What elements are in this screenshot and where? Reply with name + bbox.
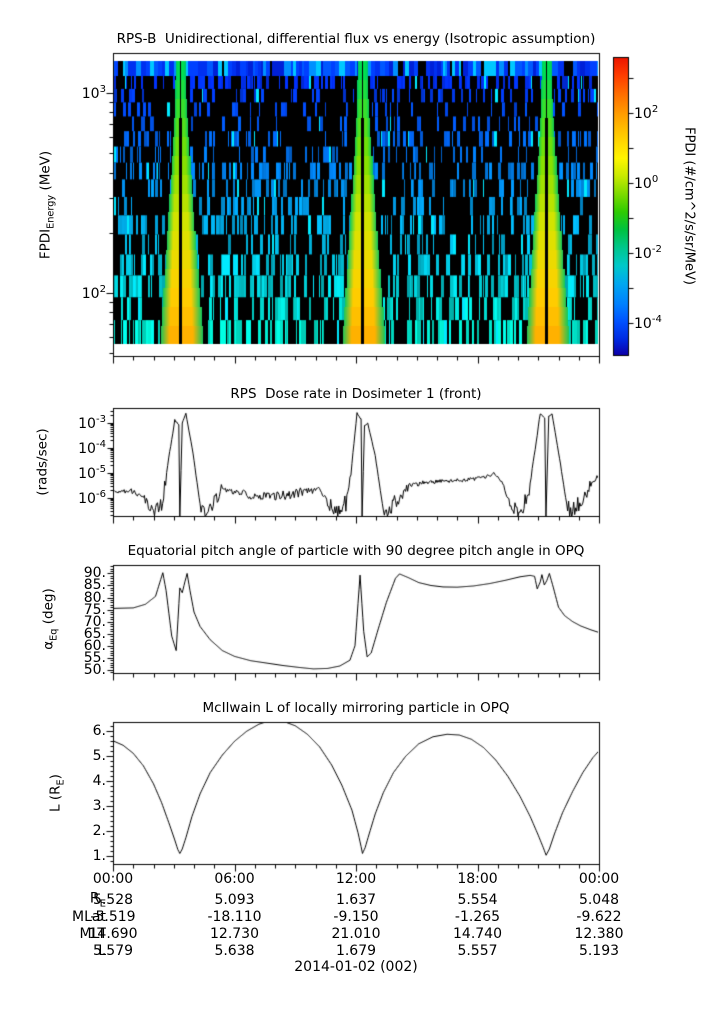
- ephemeris-row-label: MLat: [72, 909, 106, 925]
- ephemeris-value: 5.557: [457, 943, 498, 959]
- time-tick-label: 06:00: [214, 871, 255, 887]
- doserate-tick-label: 10-4: [78, 439, 106, 457]
- ephemeris-value: 14.690: [88, 926, 138, 942]
- pitchangle-tick-label: 65.: [83, 625, 106, 642]
- ephemeris-value: 5.193: [578, 943, 620, 959]
- colorbar-tick-label: 10-4: [634, 314, 662, 333]
- panel1-title: RPS-B Unidirectional, differential flux …: [116, 31, 596, 47]
- ephemeris-value: -9.622: [576, 909, 622, 925]
- ephemeris-value: 12.730: [210, 926, 259, 942]
- ephemeris-value: 14.740: [453, 926, 502, 942]
- ephemeris-value: 5.554: [457, 892, 498, 908]
- pitchangle-tick-label: 50.: [83, 661, 106, 678]
- ephemeris-value: -1.265: [454, 909, 501, 925]
- lshell-tick-label: 1.: [92, 848, 106, 865]
- panel3-title: Equatorial pitch angle of particle with …: [127, 543, 585, 559]
- lshell-tick-label: 4.: [92, 773, 106, 790]
- ephemeris-row-label: RE: [89, 890, 106, 910]
- lshell-tick-label: 2.: [92, 823, 106, 840]
- ephemeris-value: 1.679: [335, 943, 377, 959]
- date-label: 2014-01-02 (002): [294, 959, 418, 975]
- time-tick-label: 00:00: [578, 871, 620, 887]
- time-tick-label: 12:00: [335, 871, 377, 887]
- pitchangle-tick-label: 85.: [83, 577, 106, 594]
- pitchangle-tick-label: 60.: [83, 637, 106, 654]
- panel1-y-axis-label: FPDIEnergy (MeV): [37, 150, 57, 260]
- panel3-y-axis-label: αEq (deg): [40, 588, 60, 650]
- pitchangle-tick-label: 80.: [83, 589, 106, 606]
- ephemeris-value: 5.528: [92, 892, 134, 908]
- doserate-tick-label: 10-6: [78, 489, 106, 507]
- ephemeris-value: -5.519: [90, 909, 136, 925]
- ephemeris-row-label: MLT: [79, 926, 106, 942]
- ephemeris-value: -18.110: [207, 909, 262, 925]
- panel4-y-axis-label: L (RE): [47, 774, 67, 812]
- colorbar-tick-label: 102: [634, 104, 659, 122]
- ephemeris-value: -9.150: [333, 909, 379, 925]
- colorbar-label: FPDI (#/cm^2/s/sr/MeV): [681, 127, 697, 285]
- ephemeris-value: 12.380: [574, 926, 624, 942]
- doserate-tick-label: 10-5: [78, 464, 106, 482]
- doserate-tick-label: 10-3: [78, 414, 106, 432]
- panel2-y-axis-label: (rads/sec): [34, 428, 51, 496]
- pitchangle-tick-label: 75.: [83, 601, 106, 618]
- ephemeris-value: 5.048: [578, 892, 620, 908]
- time-tick-label: 00:00: [92, 871, 134, 887]
- ephemeris-value: 5.638: [214, 943, 255, 959]
- ephemeris-row-label: L: [98, 943, 106, 959]
- ephemeris-value: 5.093: [214, 892, 255, 908]
- ephemeris-value: 1.637: [335, 892, 377, 908]
- energy-tick-label: 102: [81, 284, 106, 302]
- ephemeris-value: 5.579: [92, 943, 134, 959]
- lshell-tick-label: 3.: [92, 798, 106, 815]
- panel4-title: McIlwain L of locally mirroring particle…: [202, 700, 510, 716]
- ephemeris-value: 21.010: [331, 926, 381, 942]
- pitchangle-tick-label: 90.: [83, 565, 106, 582]
- time-tick-label: 18:00: [457, 871, 498, 887]
- lshell-tick-label: 5.: [92, 748, 106, 765]
- colorbar-tick-label: 10-2: [634, 244, 662, 263]
- panel2-title: RPS Dose rate in Dosimeter 1 (front): [230, 386, 482, 402]
- energy-tick-label: 103: [81, 84, 106, 102]
- colorbar-tick-label: 100: [634, 174, 659, 193]
- pitchangle-tick-label: 70.: [83, 613, 106, 630]
- pitchangle-tick-label: 55.: [83, 649, 106, 666]
- lshell-tick-label: 6.: [92, 723, 106, 740]
